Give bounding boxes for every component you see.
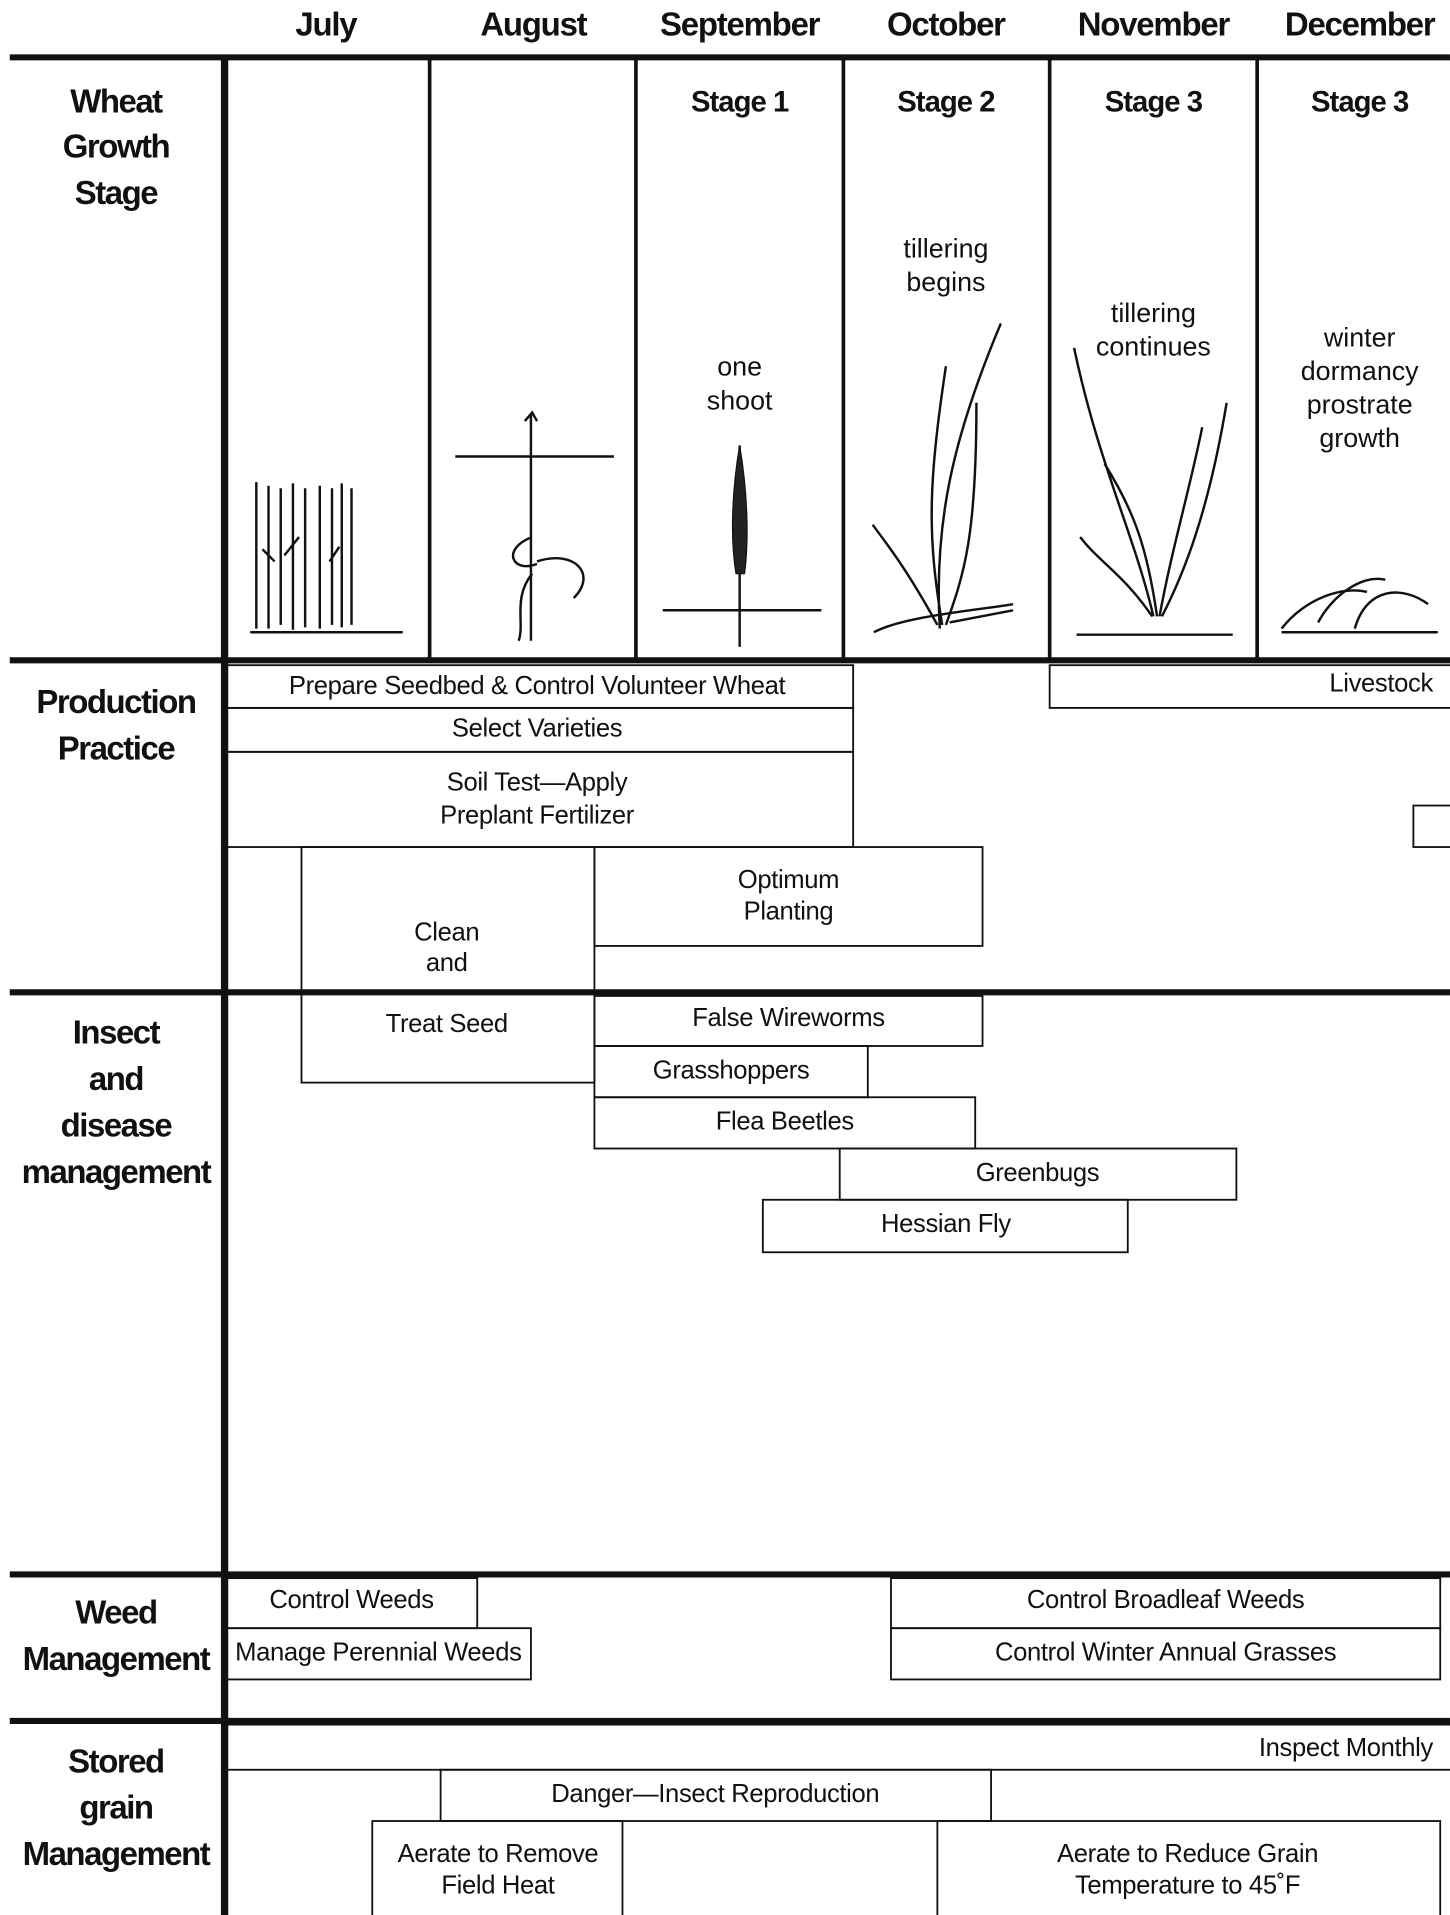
bar-label: Greenbugs [976, 1159, 1099, 1187]
section-label: Management [23, 1640, 211, 1677]
activity-bar: Control Broadleaf Weeds [890, 1577, 1442, 1630]
bar-label: Grasshoppers [653, 1056, 810, 1084]
activity-bar: Aerate to Reduce Grain Temperature to 45˚… [936, 1820, 1442, 1915]
month-label: September [660, 6, 821, 43]
bar-label: Field Heat [441, 1872, 554, 1900]
activity-bar: Hessian Fly [761, 1198, 1129, 1254]
stage-note: growth [1319, 423, 1400, 453]
bar-label: Inspect Monthly [1259, 1734, 1434, 1762]
bar-box [890, 1627, 1442, 1681]
bar-label: Aerate to Remove [398, 1840, 599, 1868]
month-label: July [295, 6, 358, 43]
bar-label: Planting [744, 898, 834, 926]
section-label: and [89, 1060, 143, 1097]
bar-label: Temperature to 45˚F [1075, 1872, 1300, 1900]
activity-bar: Livestock [1048, 664, 1450, 709]
bar-label: Select Varieties [452, 715, 622, 743]
activity-bar: Soil Test—Apply Preplant Fertilizer [223, 750, 855, 848]
bar-box [936, 1820, 1442, 1915]
section-label: Management [23, 1835, 211, 1872]
stage-note: begins [906, 267, 985, 297]
activity-bar: Greenbugs [838, 1147, 1238, 1201]
activity-bar: Danger—Insect Reproduction [439, 1768, 992, 1822]
bar-label: Hessian Fly [881, 1210, 1011, 1238]
activity-bar: Optimum Planting [593, 846, 984, 947]
stage-note: one [717, 352, 762, 382]
bar-label: Flea Beetles [716, 1108, 854, 1136]
plant-illustrations [250, 322, 1438, 647]
bar-label: and [426, 949, 468, 977]
activity-bar: Flea Beetles [593, 1096, 977, 1150]
activity-bar: Clean and Treat Seed [300, 846, 596, 1084]
bar-label: False Wireworms [692, 1004, 884, 1032]
month-label: November [1078, 6, 1231, 43]
bar-label: Danger—Insect Reproduction [551, 1780, 879, 1808]
activity-bar: Prepare Seedbed & Control Volunteer Whea… [223, 664, 855, 709]
bar-box [223, 1627, 532, 1681]
bar-label: Treat Seed [386, 1010, 508, 1038]
bar-box [371, 1820, 624, 1915]
bar-label: Soil Test—Apply [447, 768, 628, 796]
bar-box [761, 1198, 1129, 1254]
activity-bar: Control Winter Annual Grasses [890, 1627, 1442, 1681]
month-label: August [480, 6, 587, 43]
bar-label: Control Weeds [269, 1586, 433, 1614]
section-label: disease [61, 1106, 173, 1143]
bar-label: Manage Perennial Weeds [235, 1639, 521, 1667]
bar-label: Clean [414, 918, 479, 946]
activity-bar: Control Weeds [223, 1577, 479, 1630]
bar-label: Livestock [1329, 669, 1433, 697]
stage-note: tillering [903, 233, 988, 263]
month-label: October [887, 6, 1006, 43]
stage-label: Stage 3 [1105, 85, 1203, 118]
activity-bar: Inspect Monthly [223, 1723, 1450, 1771]
activity-bar: Manage Perennial Weeds [223, 1627, 532, 1681]
section-label: management [22, 1153, 212, 1190]
bar-label: Aerate to Reduce Grain [1057, 1840, 1318, 1868]
bar-box [439, 1768, 992, 1822]
bar-box [300, 846, 596, 1084]
section-label: Stored [68, 1742, 164, 1779]
stage-note: continues [1096, 332, 1211, 362]
activity-bar: Aerate to Remove Field Heat [371, 1820, 624, 1915]
bar-label: Optimum [738, 866, 839, 894]
stage-label: Stage 3 [1311, 85, 1409, 118]
section-label: Wheat [70, 82, 163, 119]
bar-label: Preplant Fertilizer [440, 801, 635, 829]
activity-bar: False Wireworms [593, 995, 984, 1047]
bar-box [593, 846, 984, 947]
section-label: Weed [75, 1593, 156, 1630]
section-label: Practice [58, 729, 176, 766]
section-label: grain [79, 1789, 153, 1826]
activity-bar: Grasshoppers [593, 1045, 869, 1099]
stage-label: Stage 1 [691, 85, 789, 118]
stage-label: Stage 2 [897, 85, 995, 118]
bar-label: Control Broadleaf Weeds [1027, 1586, 1304, 1614]
section-label: Stage [75, 174, 159, 211]
stage-note: dormancy [1301, 356, 1419, 386]
bar-box [593, 1096, 977, 1150]
frame [9, 54, 1450, 1915]
bar-box [1048, 664, 1450, 709]
stage-note: winter [1323, 322, 1396, 352]
bar-label: Control Winter Annual Grasses [995, 1639, 1336, 1667]
bar-box [223, 750, 855, 848]
section-label: Growth [63, 128, 170, 165]
activity-bar: Select Varieties [223, 706, 855, 753]
section-label: Insect [73, 1014, 161, 1051]
stage-note: tillering [1111, 298, 1196, 328]
stage-note: shoot [707, 385, 773, 415]
month-label: December [1285, 6, 1436, 43]
section-label: Production [36, 683, 196, 720]
stage-note: prostrate [1307, 390, 1413, 420]
bar-label: Prepare Seedbed & Control Volunteer Whea… [289, 672, 786, 700]
